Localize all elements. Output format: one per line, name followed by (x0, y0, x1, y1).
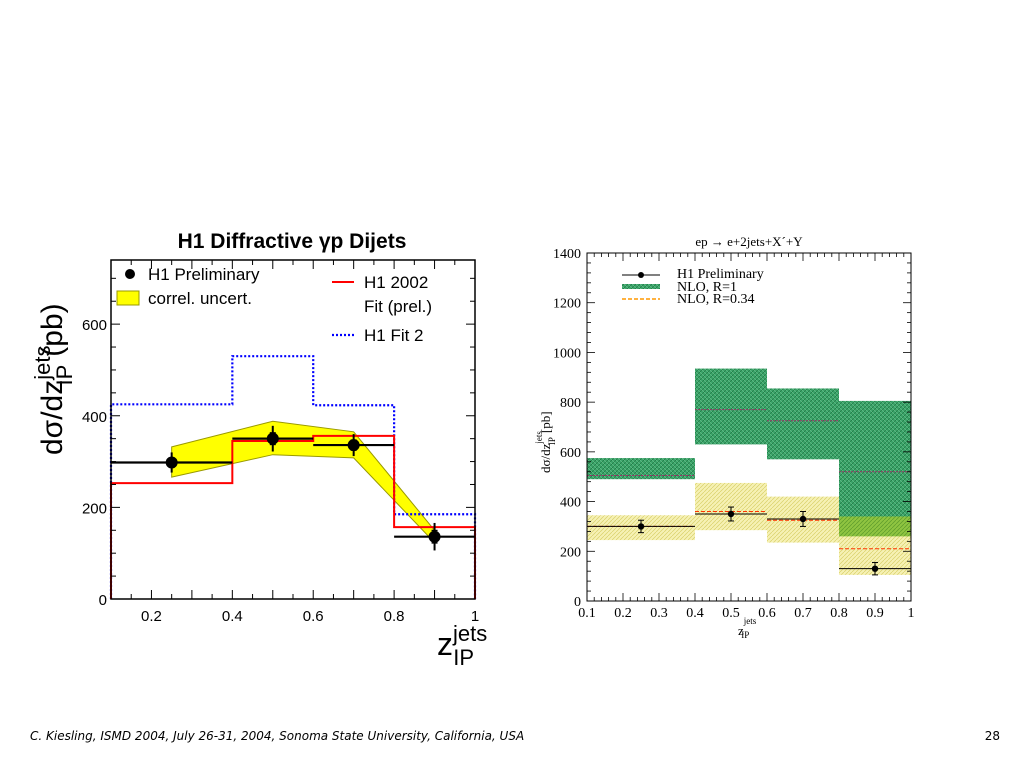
x-label-sub: IP (741, 630, 749, 640)
y-label-sub: IP (52, 365, 77, 386)
legend-label: Fit (prel.) (364, 297, 432, 316)
y-tick-label: 200 (82, 500, 107, 517)
y-tick-label: 1000 (553, 346, 581, 361)
x-tick-label: 0.1 (578, 606, 596, 621)
data-point (313, 434, 395, 457)
data-point (232, 425, 314, 452)
x-label-main: z (738, 623, 744, 638)
y-tick-label: 600 (82, 317, 107, 334)
x-tick-label: 0.7 (794, 606, 812, 621)
legend-green-marker (622, 284, 660, 289)
legend-label: H1 Preliminary (148, 265, 260, 284)
data-point (587, 519, 695, 534)
nlo-comparison-chart: ep → e+2jets+X´+Y 0.1 0.2 0.3 0.4 0.5 0.6 0.7 0.… (534, 234, 915, 640)
data-marker (799, 515, 807, 523)
data-marker (347, 439, 360, 452)
legend-band-marker (116, 290, 140, 306)
x-tick-label: 0.3 (650, 606, 668, 621)
x-tick-label: 0.6 (758, 606, 776, 621)
nlo-r1-band (767, 388, 839, 460)
footer-credit: C. Kiesling, ISMD 2004, July 26-31, 2004… (30, 729, 525, 743)
y-tick-label: 600 (560, 446, 581, 461)
y-label-main: dσ/dz (36, 380, 69, 455)
plot-frame (586, 252, 912, 602)
y-label-sup: jets (30, 346, 55, 381)
y-tick-label: 400 (82, 409, 107, 426)
y-label-sub: IP (547, 437, 557, 445)
x-tick-label: 0.4 (222, 608, 243, 625)
y-tick-label: 1400 (553, 247, 581, 262)
nlo-r1-band (839, 400, 911, 537)
x-tick-label: 0.9 (866, 606, 884, 621)
legend-label: correl. uncert. (148, 289, 252, 308)
x-tick-label: 0.2 (141, 608, 162, 625)
data-point (394, 522, 475, 551)
x-tick-label: 0.8 (830, 606, 848, 621)
x-label-sup: jets (743, 616, 757, 626)
legend-label: H1 Preliminary (677, 267, 764, 282)
nlo-r1-band (695, 368, 767, 445)
x-tick-label: 1 (908, 606, 915, 621)
data-marker (871, 565, 879, 572)
legend-label: NLO, R=1 (677, 280, 737, 295)
x-label-main: z (437, 626, 453, 662)
x-axis-label: zjets IP (738, 616, 757, 640)
legend-dot-marker (125, 269, 135, 279)
legend-label: NLO, R=0.34 (677, 292, 755, 307)
nlo-r1-band (587, 458, 695, 480)
x-tick-label: 0.6 (303, 608, 324, 625)
data-point (839, 561, 911, 576)
h1-fit2-line (109, 355, 477, 599)
page-number: 28 (984, 729, 1000, 743)
chart-title: H1 Diffractive γp Dijets (178, 230, 407, 253)
data-marker (727, 510, 735, 518)
x-tick-label: 0.4 (686, 606, 704, 621)
data-point (767, 511, 839, 527)
x-axis-label: zjets IP (437, 621, 487, 670)
y-tick-label: 200 (560, 545, 581, 560)
legend-dot-marker (638, 272, 644, 278)
data-marker (637, 523, 645, 530)
y-tick-label: 400 (560, 496, 581, 511)
x-label-sup: jets (452, 621, 487, 646)
data-point (695, 506, 767, 522)
x-tick-label: 1 (471, 608, 479, 625)
legend-label: H1 2002 (364, 273, 428, 292)
y-tick-label: 800 (560, 396, 581, 411)
chart-title: ep → e+2jets+X´+Y (695, 234, 803, 249)
y-tick-label: 1200 (553, 297, 581, 312)
data-marker (428, 530, 441, 543)
y-axis-label: dσ/dzjetsIP (pb) (30, 303, 77, 455)
x-tick-label: 0.5 (722, 606, 740, 621)
data-marker (165, 456, 178, 469)
y-tick-label: 0 (99, 592, 107, 609)
y-tick-label: 0 (574, 595, 581, 610)
y-axis-label: dσ/dzjets IP [pb] (534, 411, 557, 473)
h1-dijets-chart: H1 Diffractive γp Dijets 0.2 0.4 0.6 0.8 1 0 20… (30, 230, 487, 670)
y-label-main: dσ/dz (538, 443, 553, 473)
legend-label: H1 Fit 2 (364, 326, 424, 345)
band-overlap (839, 516, 911, 537)
data-point (111, 452, 233, 473)
data-marker (266, 432, 279, 445)
x-tick-label: 0.2 (614, 606, 632, 621)
y-label-sup: jets (534, 431, 544, 445)
x-tick-label: 0.8 (384, 608, 405, 625)
y-label-unit: [pb] (538, 411, 553, 433)
y-label-unit: (pb) (36, 303, 69, 356)
x-label-sub: IP (453, 645, 474, 670)
